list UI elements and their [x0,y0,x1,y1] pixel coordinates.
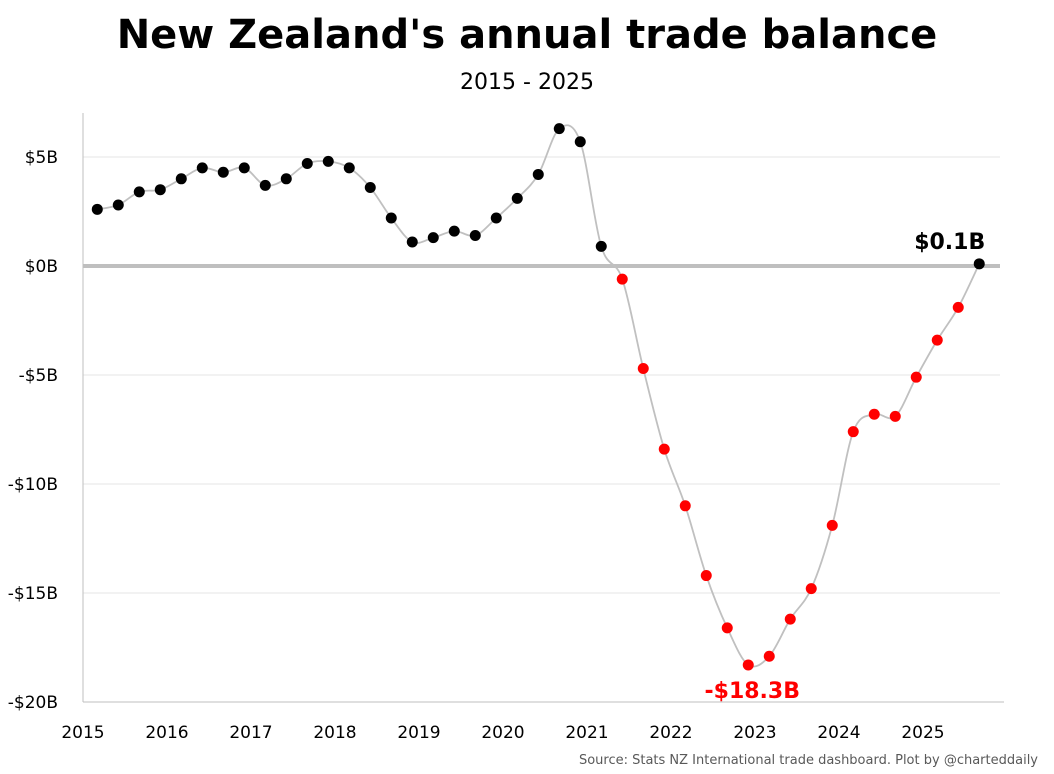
x-tick-label: 2020 [481,723,524,743]
data-point [154,184,166,196]
data-point [385,212,397,224]
data-point [364,182,376,194]
line-layer [97,124,981,668]
chart-title: New Zealand's annual trade balance [116,12,938,58]
data-point [742,659,754,671]
x-tick-label: 2019 [397,723,440,743]
data-point [217,166,229,178]
x-tick-label: 2023 [733,723,776,743]
point-layer [91,123,985,671]
data-point [406,236,418,248]
x-tick-label: 2018 [313,723,356,743]
x-tick-label: 2017 [229,723,272,743]
data-point [658,443,670,455]
data-point [196,162,208,174]
data-point [553,123,565,135]
data-point [427,232,439,244]
data-point [133,186,145,198]
data-point [322,155,334,167]
data-point [847,426,859,438]
data-point [931,334,943,346]
data-point [175,173,187,185]
data-point [91,203,103,215]
x-tick-label: 2022 [649,723,692,743]
data-point [469,229,481,241]
data-point [910,371,922,383]
data-point [973,258,985,270]
data-point [721,622,733,634]
y-tick-label: $0B [25,257,58,277]
chart-subtitle: 2015 - 2025 [460,70,594,95]
y-tick-label: -$15B [8,584,58,604]
data-point [784,613,796,625]
data-point [574,136,586,148]
x-tick-label: 2015 [61,723,104,743]
x-tick-label: 2021 [565,723,608,743]
data-point [301,158,313,170]
data-point [490,212,502,224]
data-point [952,301,964,313]
data-point [637,362,649,374]
data-point [343,162,355,174]
latest-value-label: $0.1B [914,230,985,255]
data-point [889,410,901,422]
data-point [259,179,271,191]
y-tick-label: $5B [25,148,58,168]
data-point [700,570,712,582]
data-point [679,500,691,512]
data-point [868,408,880,420]
x-tick-label: 2024 [817,723,860,743]
y-tick-label: -$5B [19,366,58,386]
data-point [511,192,523,204]
minimum-value-label: -$18.3B [705,679,801,704]
x-tick-label: 2016 [145,723,188,743]
series-line [97,124,981,668]
data-point [280,173,292,185]
data-point [763,650,775,662]
data-point [238,162,250,174]
data-point [112,199,124,211]
data-point [532,168,544,180]
data-point [616,273,628,285]
data-point [826,519,838,531]
grid-layer [83,156,1000,594]
chart-source: Source: Stats NZ International trade das… [578,753,1038,768]
y-tick-label: -$10B [8,475,58,495]
y-tick-label: -$20B [8,693,58,713]
data-point [595,240,607,252]
data-point [805,583,817,595]
x-tick-label: 2025 [901,723,944,743]
data-point [448,225,460,237]
label-layer: $0.1B -$18.3B [705,230,986,704]
